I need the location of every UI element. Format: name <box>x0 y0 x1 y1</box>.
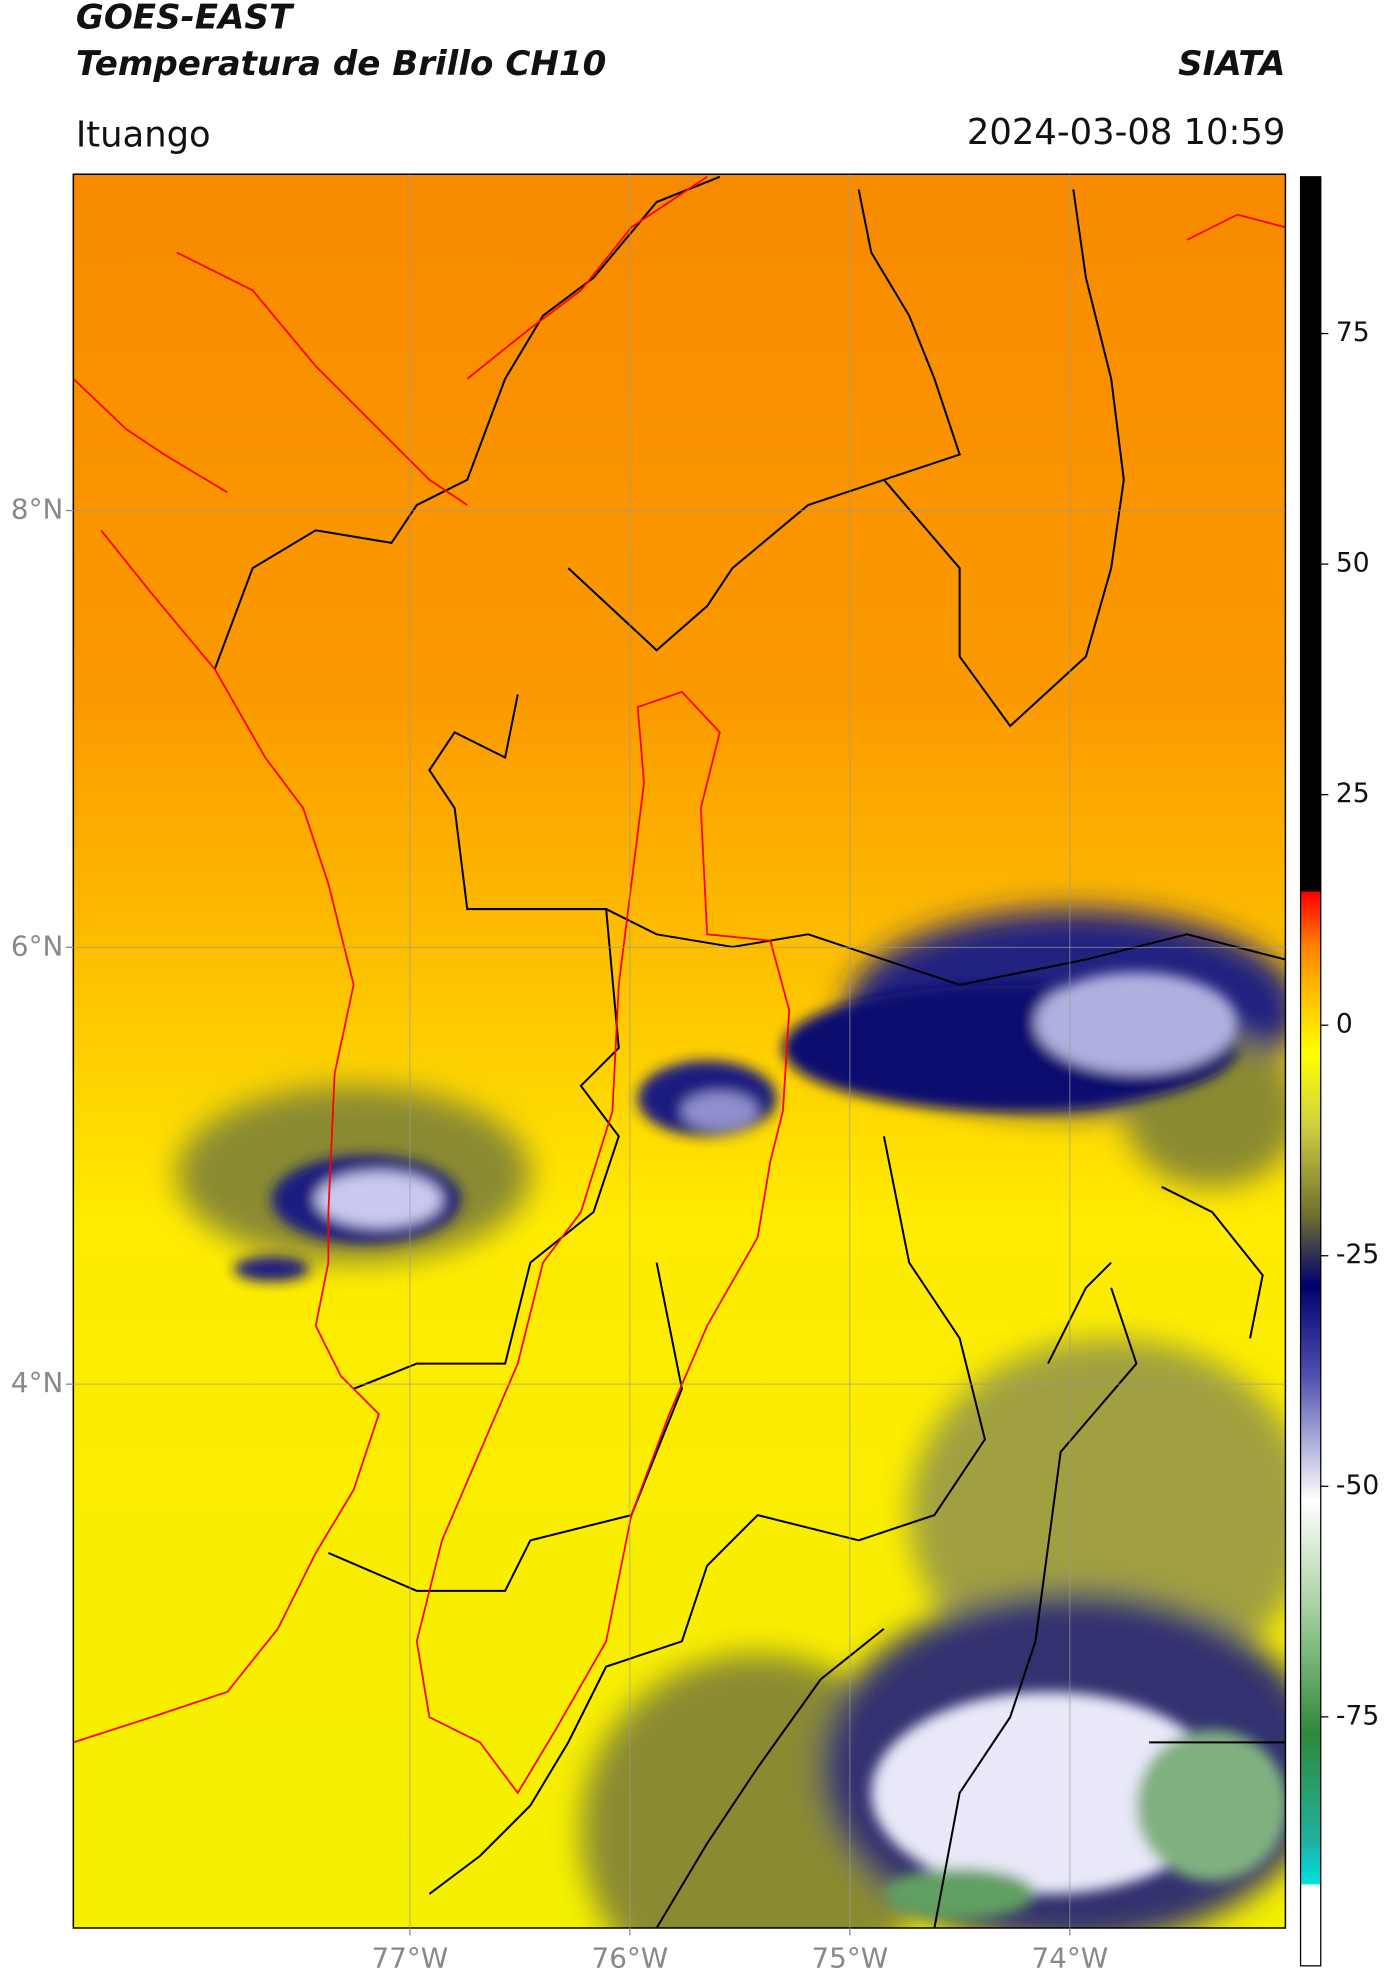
brand: SIATA <box>1178 44 1285 84</box>
y-tick-label: 8°N <box>11 493 63 526</box>
colorbar-tick-label: 50 <box>1336 548 1370 579</box>
colorbar-tick-label: 0 <box>1336 1009 1353 1040</box>
title: GOES-EAST <box>76 0 295 37</box>
colorbar-tick-label: -50 <box>1336 1470 1379 1501</box>
x-tick-label: 75°W <box>812 1942 889 1975</box>
x-tick-label: 76°W <box>592 1942 669 1975</box>
colorbar-tick-label: -75 <box>1336 1700 1379 1731</box>
location: Ituango <box>76 114 211 155</box>
x-tick-label: 77°W <box>372 1942 449 1975</box>
map-image <box>73 174 1286 1928</box>
colorbar-tick-label: 75 <box>1336 317 1370 348</box>
x-tick-label: 74°W <box>1032 1942 1109 1975</box>
datetime: 2024-03-08 10:59 <box>967 112 1286 153</box>
y-tick-label: 6°N <box>11 929 63 962</box>
colorbar-tick-label: -25 <box>1336 1239 1379 1270</box>
subtitle: Temperatura de Brillo CH10 <box>76 44 606 84</box>
map-frame <box>72 173 1287 1929</box>
colorbar <box>1299 176 1322 1967</box>
colorbar-tick-label: 25 <box>1336 778 1370 809</box>
y-tick-label: 4°N <box>11 1366 63 1399</box>
